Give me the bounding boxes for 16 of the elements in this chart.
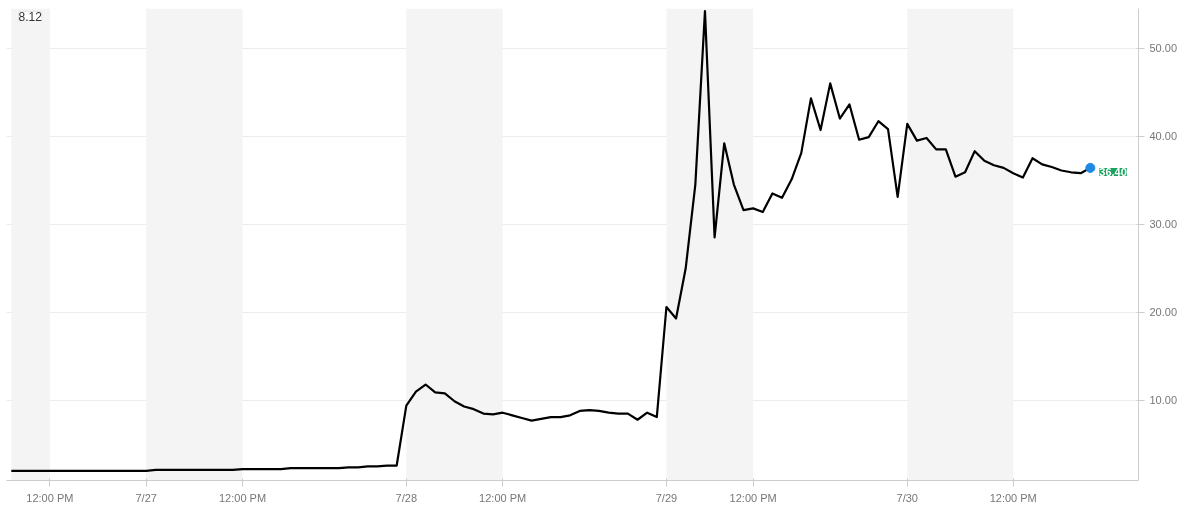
data-label: 36.40	[1099, 165, 1127, 178]
x-tick-label: 7/28	[395, 491, 418, 504]
x-tick-label: 12:00 PM	[989, 491, 1037, 504]
x-tick-label: 7/29	[655, 491, 678, 504]
x-tick-label: 7/30	[896, 491, 918, 504]
y-tick-label: 50.00	[1149, 42, 1178, 55]
x-tick-label: 12:00 PM	[479, 491, 527, 504]
x-tick-label: 7/27	[135, 491, 157, 504]
y-tick-label: 20.00	[1149, 306, 1178, 319]
x-tick-label: 12:00 PM	[26, 491, 74, 504]
annotation: 8.12	[18, 9, 43, 24]
x-tick-label: 12:00 PM	[218, 491, 267, 504]
y-tick-label: 40.00	[1149, 130, 1178, 143]
y-tick-label: 10.00	[1149, 394, 1178, 407]
y-tick-label: 30.00	[1149, 218, 1178, 231]
x-tick-label: 12:00 PM	[729, 491, 777, 504]
